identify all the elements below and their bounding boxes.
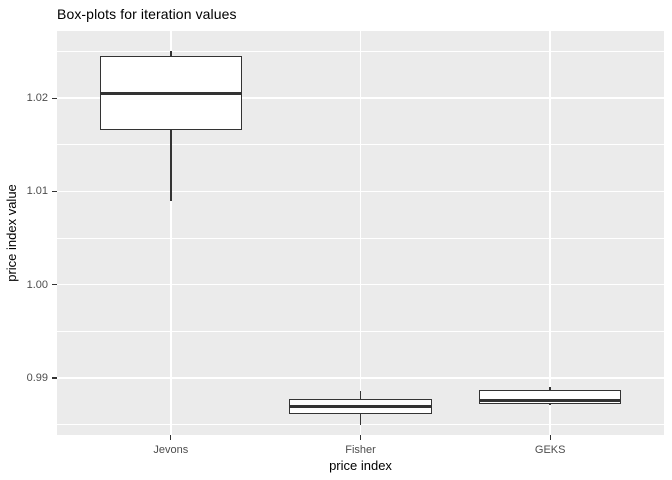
x-tick-mark: [170, 435, 172, 440]
boxplot-whisker-upper-jevons: [170, 50, 172, 57]
boxplot-whisker-lower-fisher: [359, 414, 362, 425]
x-tick-label: Fisher: [345, 444, 376, 456]
y-tick-mark: [52, 284, 57, 286]
y-tick-label: 1.02: [26, 92, 48, 105]
y-tick-mark: [52, 377, 57, 379]
plot-title: Box-plots for iteration values: [57, 6, 237, 22]
y-tick-label: 1.00: [26, 278, 48, 291]
x-tick-mark: [359, 435, 362, 440]
y-tick-mark: [52, 190, 57, 193]
x-tick-label: Jevons: [153, 444, 189, 456]
boxplot-whisker-upper-geks: [549, 387, 551, 391]
x-gridline-major: [549, 31, 551, 435]
boxplot-median-jevons: [99, 92, 242, 95]
y-tick-label: 1.01: [26, 185, 48, 198]
plot-panel: [57, 31, 664, 435]
x-gridline-major: [359, 31, 362, 435]
boxplot-whisker-upper-fisher: [359, 391, 362, 399]
x-tick-label: GEKS: [534, 444, 566, 456]
boxplot-whisker-lower-jevons: [170, 129, 172, 201]
x-axis-title: price index: [329, 458, 392, 473]
boxplot-median-fisher: [289, 404, 432, 408]
x-gridline-major: [170, 31, 172, 435]
boxplot-median-geks: [479, 398, 622, 402]
y-tick-mark: [52, 97, 57, 99]
y-tick-label: 0.99: [26, 372, 48, 385]
boxplot-box-geks: [479, 390, 622, 405]
x-tick-mark: [549, 435, 551, 440]
boxplot-whisker-lower-geks: [549, 404, 551, 406]
